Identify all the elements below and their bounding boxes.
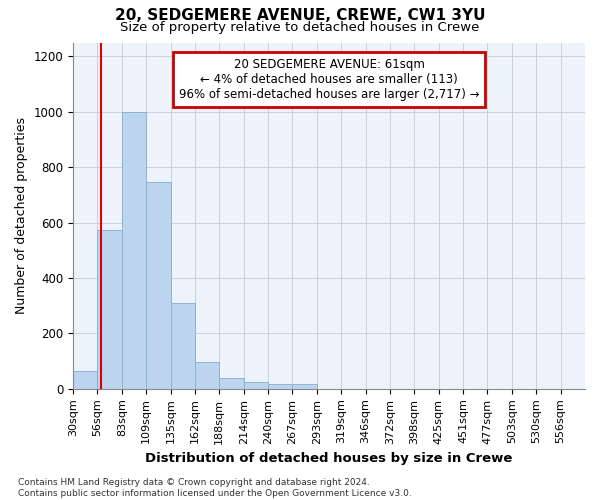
X-axis label: Distribution of detached houses by size in Crewe: Distribution of detached houses by size … [145,452,513,465]
Bar [73,371,97,389]
Y-axis label: Number of detached properties: Number of detached properties [15,117,28,314]
Text: Contains HM Land Registry data © Crown copyright and database right 2024.
Contai: Contains HM Land Registry data © Crown c… [18,478,412,498]
Text: Size of property relative to detached houses in Crewe: Size of property relative to detached ho… [121,21,479,34]
Text: 20 SEDGEMERE AVENUE: 61sqm
← 4% of detached houses are smaller (113)
96% of semi: 20 SEDGEMERE AVENUE: 61sqm ← 4% of detac… [179,58,479,101]
Bar [220,378,244,389]
Bar [122,112,146,389]
Bar [97,230,122,389]
Bar [292,384,317,389]
Bar [268,384,292,389]
Bar [170,303,195,389]
Bar [244,382,268,389]
Text: 20, SEDGEMERE AVENUE, CREWE, CW1 3YU: 20, SEDGEMERE AVENUE, CREWE, CW1 3YU [115,8,485,22]
Bar [146,182,170,389]
Bar [195,362,220,389]
